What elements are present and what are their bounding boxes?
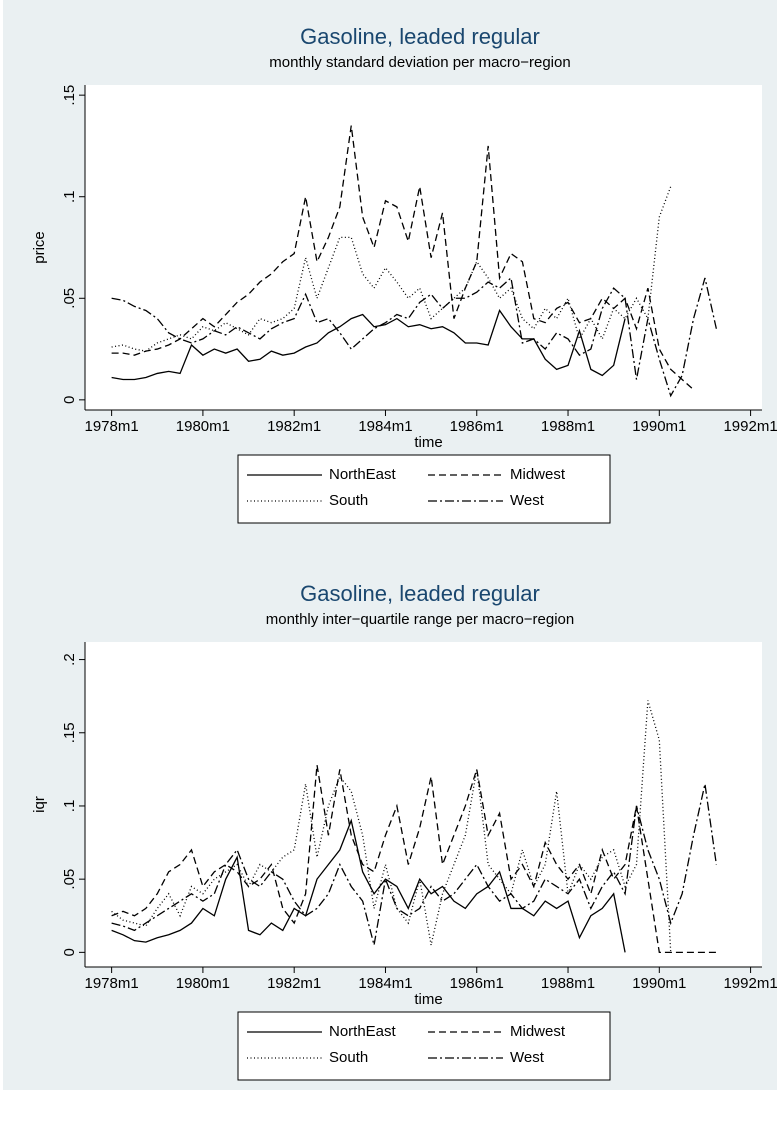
chart-title: Gasoline, leaded regular (300, 24, 540, 49)
legend-box (237, 1011, 611, 1081)
y-axis-title: price (31, 231, 48, 264)
x-tick-label: 1988m1 (541, 418, 595, 435)
y-tick-label: .2 (61, 653, 78, 666)
x-axis-title: time (414, 991, 442, 1008)
legend-label: West (510, 492, 545, 509)
y-tick-label: .05 (61, 869, 78, 890)
x-tick-label: 1982m1 (267, 975, 321, 992)
plot-area (85, 85, 762, 410)
series-line (111, 764, 717, 954)
x-tick-label: 1982m1 (267, 418, 321, 435)
series-line (111, 186, 672, 352)
x-tick-label: 1992m1 (723, 418, 777, 435)
x-tick-label: 1986m1 (450, 975, 504, 992)
legend-box (237, 454, 611, 524)
x-axis-title: time (414, 434, 442, 451)
chart-title: Gasoline, leaded regular (300, 581, 540, 606)
x-tick-label: 1980m1 (176, 975, 230, 992)
y-tick-label: 0 (61, 948, 78, 956)
legend-label: Midwest (510, 1023, 566, 1040)
legend-label: NorthEast (329, 466, 397, 483)
chart-subtitle: monthly inter−quartile range per macro−r… (266, 611, 575, 628)
y-tick-label: .15 (61, 722, 78, 743)
legend-label: Midwest (510, 466, 566, 483)
series-line (111, 309, 626, 381)
x-tick-label: 1984m1 (358, 975, 412, 992)
x-tick-label: 1990m1 (632, 975, 686, 992)
x-tick-label: 1978m1 (85, 418, 139, 435)
x-tick-label: 1992m1 (723, 975, 777, 992)
series-line (111, 125, 694, 391)
x-tick-label: 1984m1 (358, 418, 412, 435)
legend-label: South (329, 1049, 368, 1066)
y-tick-label: .15 (61, 85, 78, 106)
series-line (111, 818, 626, 953)
y-tick-label: .1 (61, 800, 78, 813)
legend-label: West (510, 1049, 545, 1066)
y-tick-label: .05 (61, 288, 78, 309)
x-tick-label: 1980m1 (176, 418, 230, 435)
chart-subtitle: monthly standard deviation per macro−reg… (269, 54, 570, 71)
y-axis-title: iqr (31, 796, 48, 813)
x-tick-label: 1986m1 (450, 418, 504, 435)
legend-label: South (329, 492, 368, 509)
x-tick-label: 1988m1 (541, 975, 595, 992)
series-line (111, 276, 717, 398)
y-tick-label: 0 (61, 396, 78, 404)
x-tick-label: 1978m1 (85, 975, 139, 992)
legend-label: NorthEast (329, 1023, 397, 1040)
plot-area (85, 642, 762, 967)
y-tick-label: .1 (61, 190, 78, 203)
x-tick-label: 1990m1 (632, 418, 686, 435)
